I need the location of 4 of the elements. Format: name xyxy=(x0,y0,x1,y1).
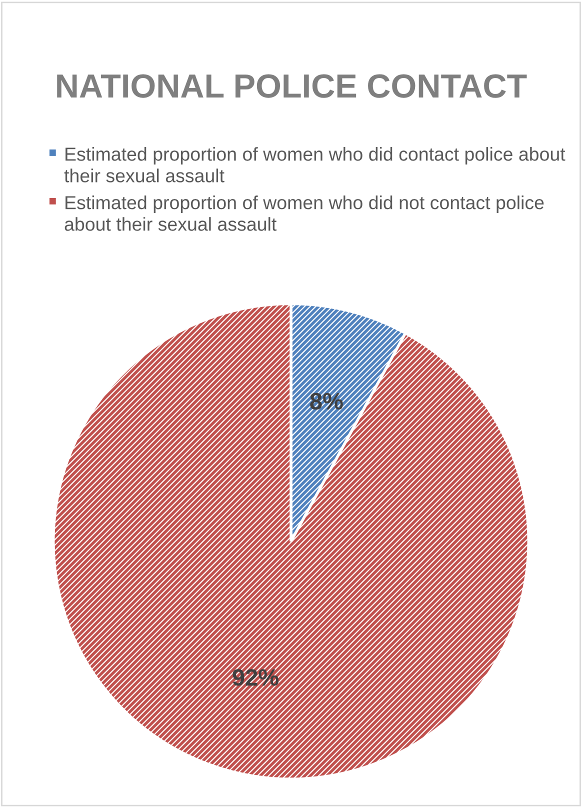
pie-slice xyxy=(53,304,528,779)
legend-label: Estimated proportion of women who did contact police about their sexual assault xyxy=(64,147,566,182)
chart-title: NATIONAL POLICE CONTACT xyxy=(57,74,527,98)
legend-label: Estimated proportion of women who did not contact police about their sexual assault xyxy=(64,196,544,231)
